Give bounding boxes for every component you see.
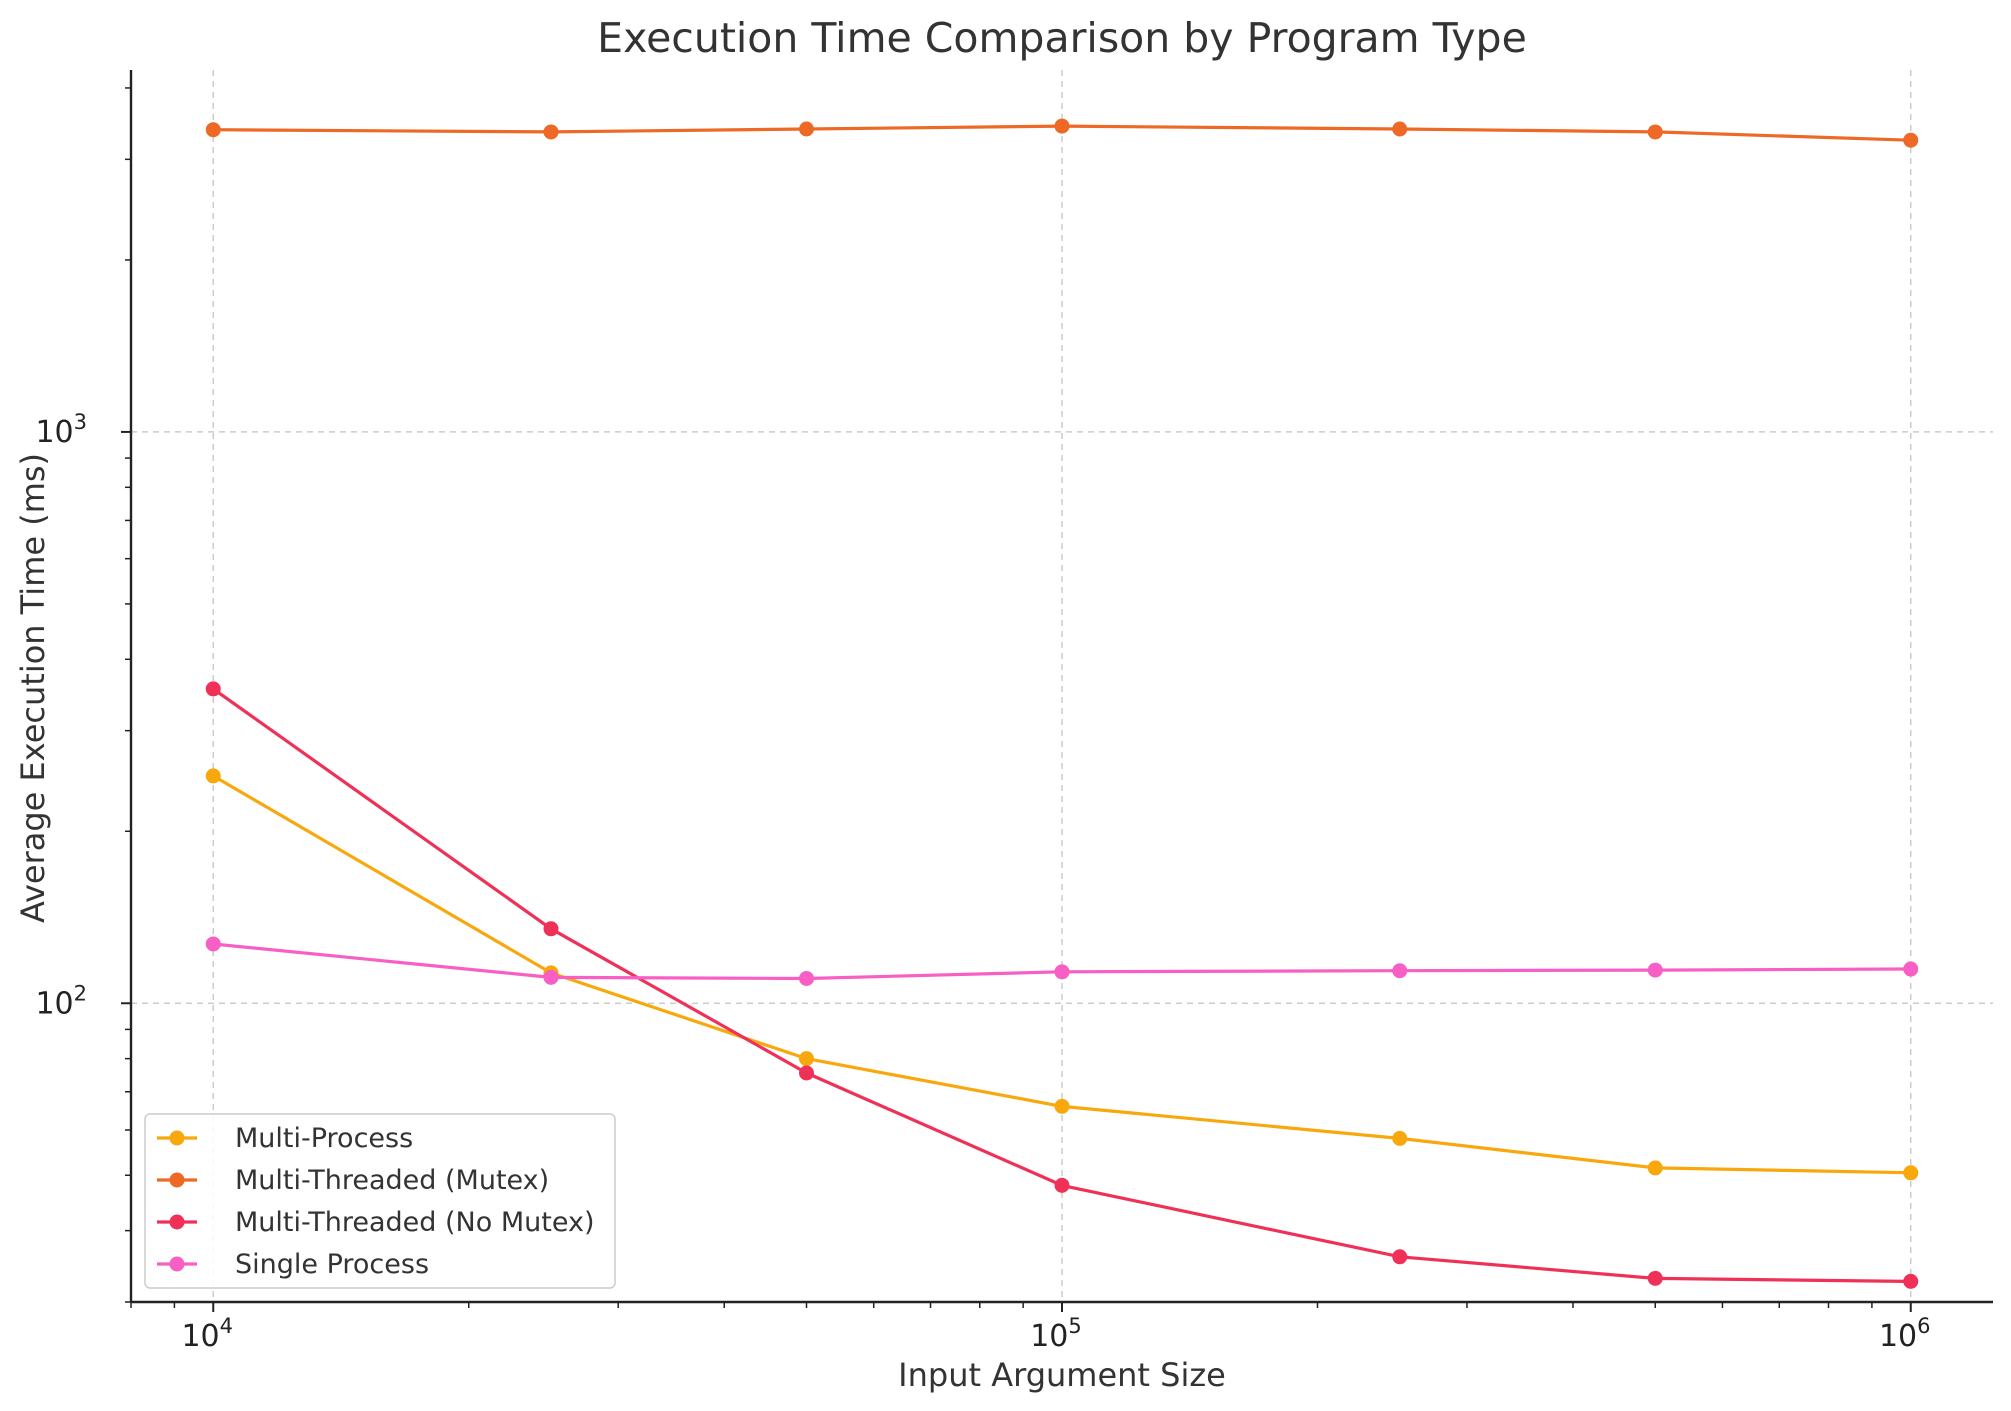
data-point — [799, 1065, 815, 1081]
y-axis-label: Average Execution Time (ms) — [14, 453, 52, 923]
data-point — [1903, 132, 1919, 148]
data-point — [543, 921, 559, 937]
legend-swatch-marker — [169, 1214, 185, 1230]
legend-swatch-marker — [169, 1256, 185, 1272]
data-point — [1054, 118, 1070, 134]
data-point — [1392, 963, 1408, 979]
data-point — [543, 969, 559, 985]
data-point — [1054, 1098, 1070, 1114]
data-point — [1054, 964, 1070, 980]
x-tick-label: 105 — [1030, 1314, 1082, 1354]
data-point — [1647, 1270, 1663, 1286]
legend-swatch-marker — [169, 1130, 185, 1146]
data-point — [1647, 124, 1663, 140]
axis-spines — [129, 70, 1993, 1304]
data-point — [1903, 1165, 1919, 1181]
y-tick-label: 103 — [35, 410, 87, 450]
data-point — [205, 681, 221, 697]
tick-labels: 104 105 106 102 103 — [35, 410, 1930, 1354]
data-point — [543, 124, 559, 140]
data-point — [1903, 961, 1919, 977]
data-point — [1392, 121, 1408, 137]
data-point — [1647, 962, 1663, 978]
data-point — [205, 936, 221, 952]
data-point — [799, 970, 815, 986]
data-point — [205, 122, 221, 138]
legend-label: Multi-Process — [235, 1123, 413, 1154]
legend-label: Single Process — [235, 1249, 429, 1280]
y-tick-label: 102 — [35, 981, 87, 1021]
x-tick-label: 106 — [1879, 1314, 1931, 1354]
legend-box — [144, 1113, 616, 1289]
data-point — [1903, 1273, 1919, 1289]
legend-swatch-marker — [169, 1172, 185, 1188]
data-point — [799, 1051, 815, 1067]
x-axis-label: Input Argument Size — [898, 1356, 1226, 1394]
data-point — [1054, 1177, 1070, 1193]
data-point — [1647, 1160, 1663, 1176]
chart-title: Execution Time Comparison by Program Typ… — [597, 14, 1527, 62]
data-point — [205, 768, 221, 784]
data-point — [1392, 1130, 1408, 1146]
data-point — [1392, 1249, 1408, 1265]
x-tick-label: 104 — [181, 1314, 233, 1354]
data-point — [799, 121, 815, 137]
legend-label: Multi-Threaded (Mutex) — [235, 1165, 549, 1196]
legend: Multi-Process Multi-Threaded (Mutex) Multi… — [144, 1113, 616, 1289]
legend-label: Multi-Threaded (No Mutex) — [235, 1207, 594, 1238]
series-lines — [205, 118, 1919, 1289]
